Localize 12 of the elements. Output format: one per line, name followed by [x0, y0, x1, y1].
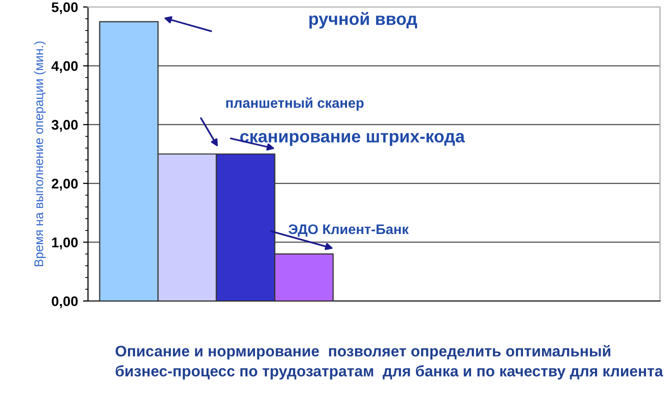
text: Описание и нормирование позволяет определить оптимальный бизнес-процесс по трудозатратам для банка и по качеству для клиента	[116, 345, 664, 380]
annotation: сканирование штрих-кода	[240, 132, 465, 146]
annotation: ручной ввод	[309, 12, 418, 28]
annotation: ЭДО Клиент-Банк	[288, 224, 409, 237]
y-tick-label: 1,00	[52, 238, 78, 250]
y-tick-label: 4,00	[51, 61, 78, 73]
y-tick-label: 3,00	[52, 120, 78, 132]
y-axis-title: Время на выполнение операции (мин.)	[34, 42, 46, 266]
annotation: планшетный сканер	[226, 97, 364, 111]
y-tick-label: 2,00	[52, 178, 78, 191]
y-tick-label: 0,00	[52, 296, 78, 308]
y-tick-label: 5,00	[52, 2, 78, 14]
